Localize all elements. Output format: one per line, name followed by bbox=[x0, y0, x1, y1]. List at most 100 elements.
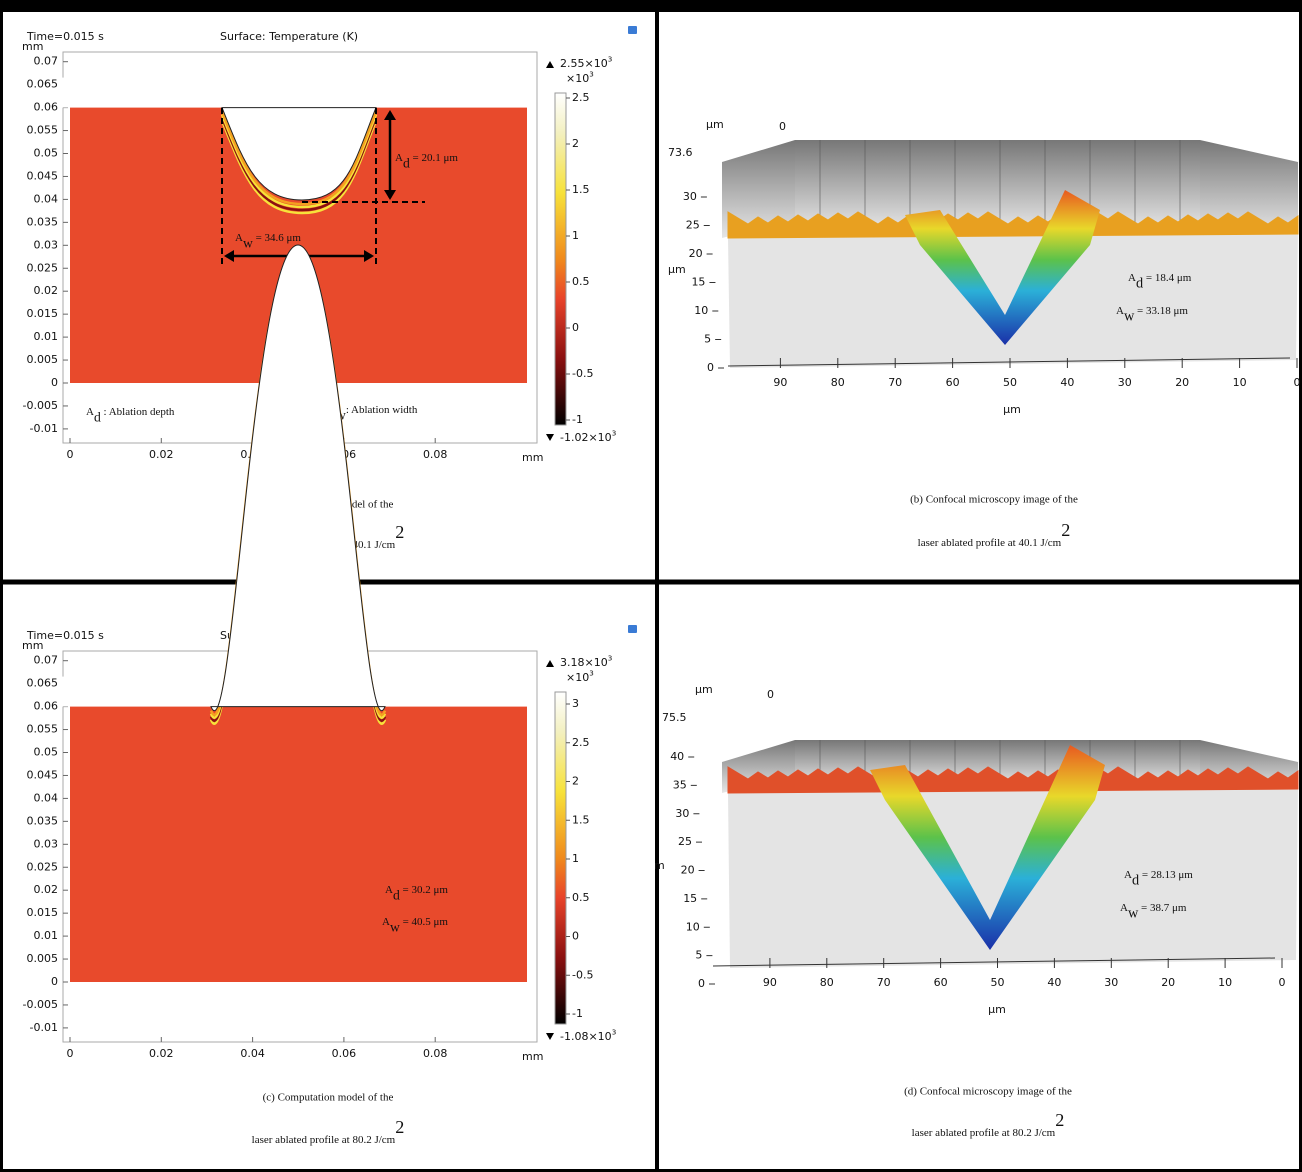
y-tick-label: 0.005 bbox=[27, 353, 59, 366]
heat-band bbox=[220, 111, 378, 206]
y-tick-label: 0.055 bbox=[27, 124, 59, 137]
annotation: Ad = 18.4 μm bbox=[1128, 272, 1192, 292]
annotation: Aw = 33.18 μm bbox=[1116, 305, 1188, 325]
annotation-part: A bbox=[395, 152, 403, 164]
caption-part: 2 bbox=[1055, 1110, 1064, 1130]
colorbar-label: 0.5 bbox=[572, 891, 590, 904]
caption: (b) Confocal microscopy image of the bbox=[910, 494, 1078, 506]
x-tick-label: 80 bbox=[831, 376, 845, 389]
crater bbox=[210, 244, 386, 712]
annotation-part: = 18.4 μm bbox=[1143, 272, 1192, 284]
y-tick-label: 0.07 bbox=[34, 654, 59, 667]
x-tick-label: 90 bbox=[763, 976, 777, 989]
y-tick-label: 0.015 bbox=[27, 906, 59, 919]
caption: (c) Computation model of the bbox=[263, 1092, 394, 1104]
z-tick-label: 5 bbox=[695, 949, 702, 962]
z-tick-label: 25 bbox=[678, 835, 692, 848]
annotation-part: w bbox=[243, 235, 253, 250]
x-tick-label: 20 bbox=[1161, 976, 1175, 989]
z-tick-label: 10 bbox=[686, 920, 700, 933]
colorbar-label: -1 bbox=[572, 1007, 583, 1020]
crater bbox=[221, 107, 377, 201]
surface bbox=[727, 766, 1299, 794]
caption: laser ablated profile at 40.1 J/cm2 bbox=[918, 520, 1071, 549]
x-tick-label: 40 bbox=[1060, 376, 1074, 389]
annotation: Aw = 34.6 μm bbox=[235, 232, 301, 251]
x-tick-label: 0.08 bbox=[423, 448, 448, 461]
annotation-part: A bbox=[1116, 305, 1124, 317]
annotation-part: d bbox=[403, 155, 410, 170]
y-tick-label: 0.025 bbox=[27, 261, 59, 274]
x-tick-label: 90 bbox=[773, 376, 787, 389]
annotation-part: w bbox=[1128, 906, 1139, 922]
annotation: Ad = 30.2 μm bbox=[385, 884, 448, 903]
annotation-part: = 34.6 μm bbox=[253, 232, 302, 244]
top-unit: μm bbox=[706, 118, 724, 131]
x-unit: μm bbox=[1003, 403, 1021, 416]
z-tick-label: 30 bbox=[675, 807, 689, 820]
crater bbox=[870, 745, 1105, 950]
x-tick-label: 0.02 bbox=[149, 1047, 174, 1060]
top-unit: μm bbox=[695, 683, 713, 696]
colorbar-multiplier-part: 3 bbox=[589, 669, 594, 678]
y-tick-label: 0.015 bbox=[27, 307, 59, 320]
colorbar-min-part: -1.08×10 bbox=[560, 1030, 612, 1043]
icon bbox=[628, 26, 637, 34]
x-tick-label: 40 bbox=[1047, 976, 1061, 989]
y-tick-label: 0.025 bbox=[27, 860, 59, 873]
annotation-part: = 28.13 μm bbox=[1139, 869, 1193, 881]
y-tick-label: 0.04 bbox=[34, 192, 59, 205]
colorbar-label: 1 bbox=[572, 852, 579, 865]
x-tick-label: 0 bbox=[1279, 976, 1286, 989]
colorbar-label: -0.5 bbox=[572, 968, 593, 981]
annotation-part: A bbox=[235, 232, 243, 244]
top-zero: 0 bbox=[779, 120, 786, 133]
y-tick-label: 0.07 bbox=[34, 55, 59, 68]
colorbar-min-part: 3 bbox=[612, 429, 617, 438]
x-tick-label: 0.08 bbox=[423, 1047, 448, 1060]
x-unit: mm bbox=[522, 451, 543, 464]
x-tick-label: 10 bbox=[1218, 976, 1232, 989]
caption-part: laser ablated profile at 80.2 J/cm bbox=[912, 1127, 1056, 1139]
max-marker bbox=[546, 61, 554, 68]
y-tick-label: 0.035 bbox=[27, 814, 59, 827]
colorbar-label: 1.5 bbox=[572, 183, 590, 196]
annotation: Ad = 28.13 μm bbox=[1124, 869, 1193, 889]
caption-part: laser ablated profile at 40.1 J/cm bbox=[918, 537, 1062, 549]
colorbar-min: -1.02×103 bbox=[560, 429, 616, 444]
colorbar-max-part: 3 bbox=[608, 55, 613, 64]
z-tick-label: 20 bbox=[681, 864, 695, 877]
caption-part: laser ablated profile at 80.2 J/cm bbox=[252, 1134, 396, 1146]
colorbar-label: 2 bbox=[572, 775, 579, 788]
annotation-part: = 38.7 μm bbox=[1138, 902, 1187, 914]
y-tick-label: 0.045 bbox=[27, 169, 59, 182]
annotation-part: d bbox=[393, 887, 400, 902]
x-tick-label: 30 bbox=[1104, 976, 1118, 989]
z-tick-label: 15 bbox=[691, 276, 705, 289]
z-tick-label: 35 bbox=[673, 778, 687, 791]
caption-part: 2 bbox=[395, 1117, 404, 1137]
x-tick-label: 60 bbox=[934, 976, 948, 989]
x-unit: μm bbox=[988, 1003, 1006, 1016]
colorbar-multiplier: ×103 bbox=[566, 669, 594, 684]
annotation-part: d bbox=[1132, 873, 1139, 889]
y-tick-label: 0.04 bbox=[34, 791, 59, 804]
colorbar-max-part: 2.55×10 bbox=[560, 57, 608, 70]
plot-title: Surface: Temperature (K) bbox=[220, 30, 358, 43]
x-tick-label: 60 bbox=[946, 376, 960, 389]
caption-part: 2 bbox=[395, 522, 404, 542]
colorbar-max-part: 3 bbox=[608, 654, 613, 663]
annotation-part: : Ablation width bbox=[346, 404, 418, 416]
y-tick-label: 0.035 bbox=[27, 215, 59, 228]
z-tick-label: 25 bbox=[686, 219, 700, 232]
y-tick-label: 0.06 bbox=[34, 700, 59, 713]
colorbar-label: 0 bbox=[572, 930, 579, 943]
annotation-part: A bbox=[1120, 902, 1128, 914]
y-tick-label: 0 bbox=[51, 975, 58, 988]
domain-top bbox=[60, 77, 70, 108]
annotation-part: A bbox=[385, 884, 393, 896]
annotation-part: A bbox=[1124, 869, 1132, 881]
annotation-part: d bbox=[94, 409, 101, 424]
